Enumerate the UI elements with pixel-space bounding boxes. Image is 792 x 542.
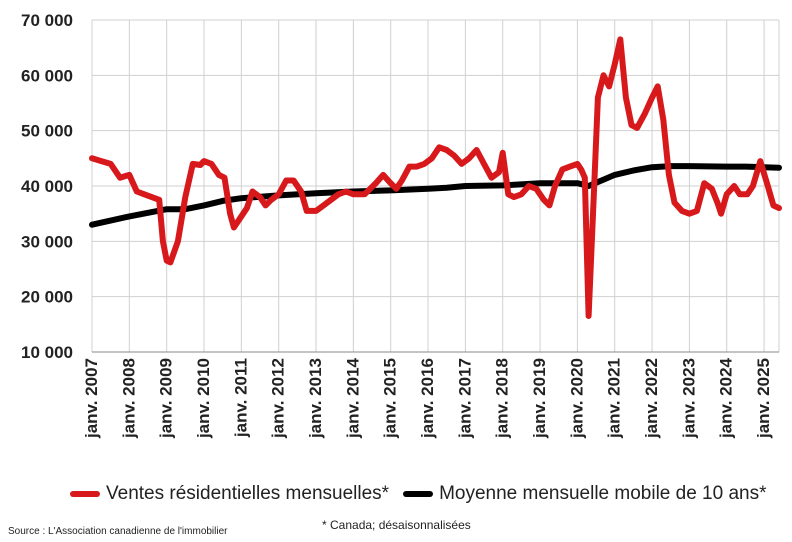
- x-tick-label: janv. 2014: [343, 357, 362, 439]
- line-chart: 10 000 20 000 30 000 40 000 50 000 60 000 70 0…: [21, 11, 782, 439]
- x-tick-label: janv. 2021: [605, 358, 624, 439]
- x-tick-label: janv. 2020: [567, 358, 586, 439]
- x-tick-label: janv. 2018: [493, 358, 512, 439]
- y-tick-label: 50 000: [21, 122, 73, 141]
- series-line: [89, 163, 782, 228]
- y-tick-label: 20 000: [21, 288, 73, 307]
- x-tick-label: janv. 2011: [231, 358, 250, 438]
- y-tick-label: 10 000: [21, 343, 73, 362]
- x-tick-label: janv. 2023: [679, 358, 698, 439]
- series-line: [89, 36, 782, 319]
- legend-label-sales: Ventes résidentielles mensuelles*: [106, 483, 390, 504]
- x-tick-label: janv. 2015: [381, 358, 400, 439]
- x-tick-label: janv. 2016: [418, 358, 437, 439]
- x-tick-label: janv. 2017: [455, 358, 474, 439]
- x-tick-label: janv. 2009: [157, 358, 176, 439]
- legend: Ventes résidentielles mensuelles* Moyenn…: [70, 483, 781, 505]
- legend-label-average: Moyenne mensuelle mobile de 10 ans*: [439, 483, 767, 504]
- x-tick-label: janv. 2025: [754, 358, 773, 439]
- footnote: * Canada; désaisonnalisées: [322, 518, 471, 532]
- legend-swatch-sales: [70, 491, 100, 497]
- x-tick-label: janv. 2024: [717, 357, 736, 439]
- x-axis-ticks: janv. 2007 janv. 2008 janv. 2009 janv. 2010…: [82, 357, 773, 439]
- x-tick-label: janv. 2013: [306, 358, 325, 439]
- series-lines: [89, 36, 782, 319]
- y-tick-label: 60 000: [21, 66, 73, 85]
- source-note: Source : L'Association canadienne de l'i…: [8, 526, 228, 537]
- x-tick-label: janv. 2008: [119, 358, 138, 439]
- x-tick-label: janv. 2007: [82, 358, 101, 439]
- x-tick-label: janv. 2022: [642, 358, 661, 439]
- x-tick-label: janv. 2019: [530, 358, 549, 439]
- y-tick-label: 40 000: [21, 177, 73, 196]
- legend-item-sales: Ventes résidentielles mensuelles*: [70, 483, 389, 505]
- y-axis-ticks: 10 000 20 000 30 000 40 000 50 000 60 000 70 0…: [21, 11, 73, 362]
- x-tick-label: janv. 2010: [194, 358, 213, 439]
- x-tick-label: janv. 2012: [269, 358, 288, 439]
- legend-item-average: Moyenne mensuelle mobile de 10 ans*: [403, 483, 767, 505]
- y-tick-label: 70 000: [21, 11, 73, 30]
- legend-swatch-average: [403, 491, 434, 497]
- y-tick-label: 30 000: [21, 232, 73, 251]
